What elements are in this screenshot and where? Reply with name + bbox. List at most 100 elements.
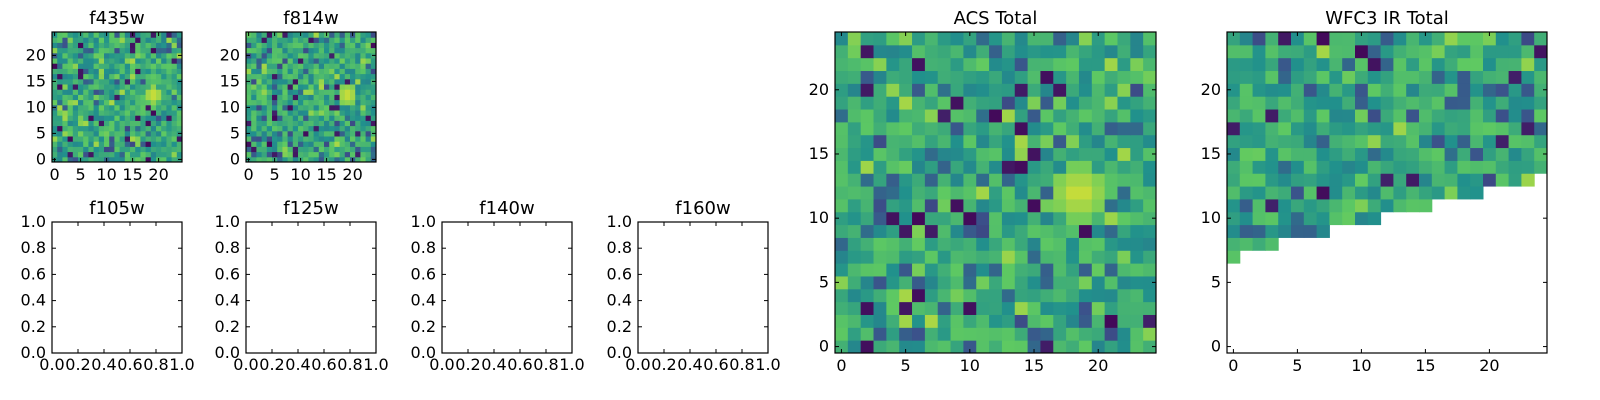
- heatmap-cell: [1291, 32, 1305, 46]
- heatmap-cell: [1239, 147, 1254, 161]
- heatmap-cell: [847, 340, 862, 354]
- heatmap-cell: [912, 314, 926, 328]
- heatmap-cell: [98, 37, 105, 43]
- heatmap-cell: [329, 52, 335, 59]
- heatmap-cell: [1053, 186, 1067, 200]
- heatmap-cell: [272, 94, 278, 101]
- heatmap-cell: [1066, 96, 1080, 110]
- heatmap-cell: [1040, 173, 1054, 187]
- heatmap-cell: [256, 89, 263, 95]
- heatmap-cell: [83, 58, 89, 64]
- heatmap-cell: [835, 160, 849, 174]
- heatmap-cell: [344, 94, 351, 101]
- heatmap-cell: [370, 146, 377, 153]
- heatmap-cell: [156, 110, 162, 116]
- heatmap-cell: [950, 263, 964, 277]
- heatmap-cell: [124, 136, 131, 142]
- heatmap-cell: [350, 151, 356, 158]
- heatmap-cell: [256, 141, 263, 147]
- heatmap-cell: [145, 151, 152, 158]
- heatmap-cell: [355, 68, 361, 75]
- heatmap-cell: [52, 146, 58, 153]
- heatmap-cell: [360, 136, 367, 142]
- heatmap-cell: [886, 173, 900, 187]
- heatmap-cell: [1380, 57, 1394, 72]
- heatmap-cell: [1117, 327, 1131, 341]
- heatmap-cell: [1380, 32, 1394, 46]
- heatmap-cell: [350, 94, 356, 101]
- heatmap-cell: [1367, 160, 1382, 174]
- heatmap-cell: [1091, 224, 1106, 238]
- heatmap-cell: [370, 151, 377, 158]
- heatmap-cell: [1278, 224, 1292, 238]
- heatmap-cell: [1053, 160, 1067, 174]
- heatmap-cell: [88, 125, 95, 132]
- heatmap-cell: [1117, 57, 1131, 72]
- heatmap-cells: [246, 32, 377, 163]
- heatmap-cell: [324, 42, 330, 49]
- heatmap-cell: [282, 58, 289, 64]
- heatmap-cell: [1393, 44, 1407, 59]
- heatmap-cell: [937, 237, 952, 251]
- heatmap-cell: [62, 94, 69, 101]
- heatmap-cell: [1078, 96, 1093, 110]
- y-tick-label: 0.4: [215, 291, 240, 310]
- heatmap-cell: [109, 52, 115, 59]
- heatmap-cell: [1014, 263, 1029, 277]
- heatmap-cell: [360, 125, 367, 132]
- heatmap-cell: [1483, 173, 1497, 187]
- heatmap-cell: [329, 94, 335, 101]
- heatmap-cell: [308, 37, 315, 43]
- heatmap-cell: [365, 125, 372, 132]
- heatmap-cell: [57, 37, 63, 43]
- heatmap-cell: [114, 151, 121, 158]
- heatmap-cell: [93, 115, 100, 121]
- heatmap-cell: [72, 58, 79, 64]
- heatmap-cell: [62, 63, 69, 69]
- heatmap-cell: [1483, 96, 1497, 110]
- heatmap-cell: [1053, 301, 1067, 315]
- axes-frame: [637, 221, 769, 354]
- y-tick-label: 0.6: [215, 264, 240, 283]
- heatmap-cell: [318, 32, 325, 38]
- heatmap-cell: [1508, 134, 1522, 149]
- heatmap-cell: [1117, 160, 1131, 174]
- heatmap-cell: [1078, 198, 1093, 213]
- heatmap-cell: [370, 63, 377, 69]
- heatmap-cell: [161, 63, 167, 69]
- heatmap-cell: [1078, 340, 1093, 354]
- heatmap-cell: [873, 57, 887, 72]
- heatmap-cell: [976, 121, 990, 136]
- heatmap-cell: [950, 275, 964, 290]
- heatmap-cell: [277, 42, 283, 49]
- heatmap-cell: [261, 146, 268, 153]
- heatmap-cell: [1091, 147, 1106, 161]
- heatmap-cell: [266, 110, 273, 116]
- heatmap-cell: [1239, 32, 1254, 46]
- heatmap-cell: [287, 146, 294, 153]
- y-tick-label: 5: [230, 123, 240, 142]
- heatmap-cell: [1303, 211, 1318, 226]
- heatmap-cell: [1001, 160, 1016, 174]
- heatmap-cell: [93, 52, 100, 59]
- heatmap-cell: [251, 151, 257, 158]
- heatmap-cell: [873, 237, 887, 251]
- heatmap-cell: [963, 237, 977, 251]
- heatmap-cell: [365, 84, 372, 90]
- heatmap-cell: [976, 32, 990, 46]
- heatmap-cell: [1380, 44, 1394, 59]
- heatmap-cell: [52, 37, 58, 43]
- heatmap-cell: [251, 99, 257, 106]
- heatmap-cell: [251, 63, 257, 69]
- heatmap-cell: [266, 89, 273, 95]
- heatmap-cell: [886, 327, 900, 341]
- y-tick-label: 0.2: [607, 317, 632, 336]
- heatmap-cell: [308, 115, 315, 121]
- heatmap-cell: [104, 146, 110, 153]
- heatmap-cell: [365, 136, 372, 142]
- heatmap-cell: [318, 120, 325, 127]
- heatmap-cell: [873, 96, 887, 110]
- heatmap-cell: [976, 250, 990, 264]
- heatmap-cell: [899, 237, 913, 251]
- heatmap-cell: [140, 151, 147, 158]
